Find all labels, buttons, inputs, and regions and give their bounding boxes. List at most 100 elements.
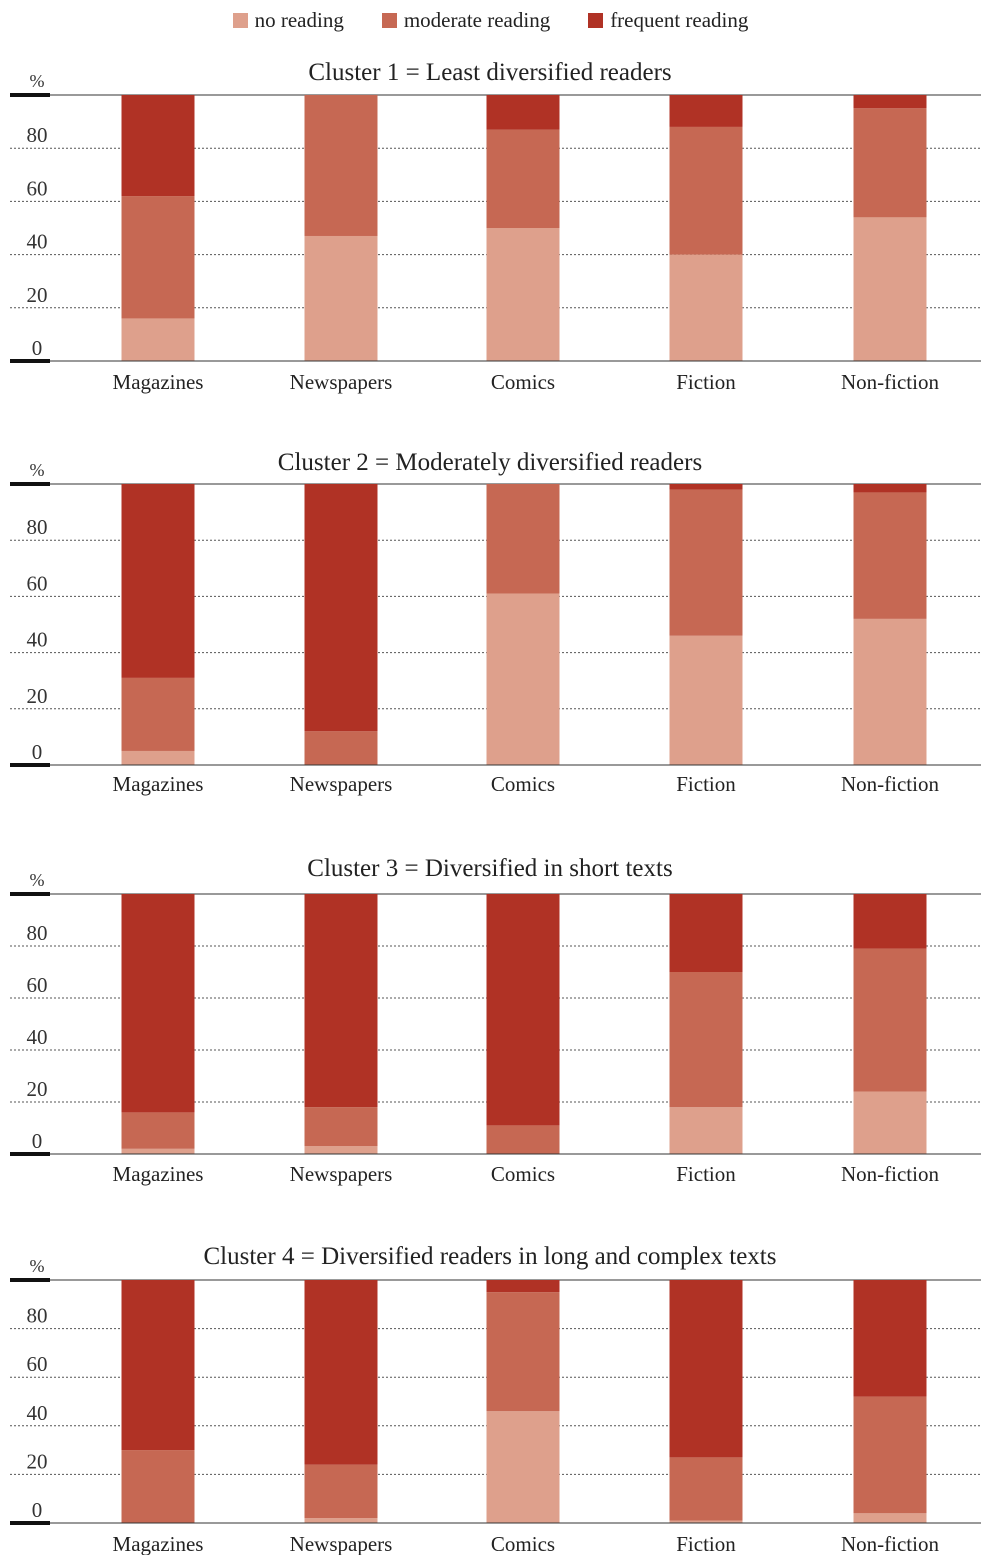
bar-fiction-no-reading-cluster-1 [669,254,743,361]
bar-comics-moderate-reading-cluster-4 [486,1292,560,1412]
x-tick-label-fiction-cluster-2: Fiction [676,772,736,796]
bar-magazines-frequent-reading-cluster-4 [121,1280,195,1451]
bar-newspapers-moderate-reading-cluster-1 [304,95,378,236]
bar-magazines-moderate-reading-cluster-1 [121,196,195,319]
x-tick-label-newspapers-cluster-3: Newspapers [290,1162,393,1186]
bar-newspapers-no-reading-cluster-4 [304,1518,378,1523]
x-tick-label-magazines-cluster-3: Magazines [113,1162,204,1186]
bar-magazines-frequent-reading-cluster-2 [121,484,195,678]
y-tick-label-20-cluster-1: 20 [27,283,48,307]
bar-non-fiction-frequent-reading-cluster-2 [853,484,927,493]
y-axis-unit-label-4: % [30,1256,45,1276]
x-tick-label-non-fiction-cluster-1: Non-fiction [841,370,939,394]
y-axis-unit-label-2: % [30,460,45,480]
bar-comics-no-reading-cluster-1 [486,228,560,361]
bar-fiction-moderate-reading-cluster-1 [669,126,743,255]
chart-title-cluster-4: Cluster 4 = Diversified readers in long … [204,1243,777,1270]
y-tick-label-60-cluster-1: 60 [27,176,48,200]
y-tick-label-0-cluster-2: 0 [32,740,43,764]
bar-non-fiction-no-reading-cluster-1 [853,217,927,361]
legend-item-no-reading: no reading [232,8,344,33]
bar-non-fiction-no-reading-cluster-4 [853,1513,927,1523]
bar-comics-no-reading-cluster-4 [486,1411,560,1523]
bar-magazines-moderate-reading-cluster-2 [121,677,195,751]
y-tick-label-60-cluster-3: 60 [27,973,48,997]
bar-non-fiction-frequent-reading-cluster-1 [853,95,927,109]
bar-fiction-no-reading-cluster-4 [669,1520,743,1523]
bar-non-fiction-moderate-reading-cluster-1 [853,108,927,218]
y-tick-label-80-cluster-1: 80 [27,123,48,147]
x-tick-label-comics-cluster-3: Comics [491,1162,555,1186]
legend-label-moderate-reading: moderate reading [403,8,551,32]
x-tick-label-comics-cluster-1: Comics [491,370,555,394]
y-tick-label-20-cluster-3: 20 [27,1077,48,1101]
bar-non-fiction-frequent-reading-cluster-4 [853,1280,927,1397]
bar-non-fiction-no-reading-cluster-3 [853,1091,927,1154]
legend-label-no-reading: no reading [254,8,344,32]
bar-magazines-no-reading-cluster-3 [121,1148,195,1154]
bar-non-fiction-moderate-reading-cluster-2 [853,492,927,619]
y-tick-label-40-cluster-2: 40 [27,628,48,652]
y-tick-label-60-cluster-4: 60 [27,1352,48,1376]
bar-non-fiction-no-reading-cluster-2 [853,618,927,765]
bar-magazines-frequent-reading-cluster-1 [121,95,195,197]
legend-swatch-moderate-reading [381,13,397,28]
bar-fiction-frequent-reading-cluster-3 [669,894,743,972]
y-tick-label-80-cluster-4: 80 [27,1304,48,1328]
bar-fiction-frequent-reading-cluster-2 [669,484,743,490]
y-axis-unit-label-1: % [30,71,45,91]
x-tick-label-fiction-cluster-4: Fiction [676,1532,736,1555]
bar-magazines-no-reading-cluster-2 [121,750,195,765]
bar-newspapers-moderate-reading-cluster-4 [304,1464,378,1519]
bar-fiction-frequent-reading-cluster-4 [669,1280,743,1458]
bar-fiction-no-reading-cluster-3 [669,1107,743,1154]
legend-swatch-no-reading [232,13,248,28]
y-tick-label-40-cluster-3: 40 [27,1025,48,1049]
bar-magazines-moderate-reading-cluster-3 [121,1112,195,1149]
bar-fiction-moderate-reading-cluster-3 [669,972,743,1108]
y-tick-label-0-cluster-1: 0 [32,336,43,360]
legend-item-frequent-reading: frequent reading [588,8,748,33]
bar-newspapers-frequent-reading-cluster-2 [304,484,378,732]
x-tick-label-newspapers-cluster-4: Newspapers [290,1532,393,1555]
bar-comics-frequent-reading-cluster-1 [486,95,560,130]
bar-comics-moderate-reading-cluster-1 [486,129,560,228]
bar-comics-frequent-reading-cluster-4 [486,1280,560,1293]
bar-magazines-no-reading-cluster-1 [121,318,195,361]
x-tick-label-non-fiction-cluster-2: Non-fiction [841,772,939,796]
y-tick-label-20-cluster-2: 20 [27,684,48,708]
x-tick-label-comics-cluster-2: Comics [491,772,555,796]
y-tick-label-80-cluster-3: 80 [27,921,48,945]
y-tick-label-0-cluster-4: 0 [32,1498,43,1522]
x-tick-label-non-fiction-cluster-4: Non-fiction [841,1532,939,1555]
y-tick-label-20-cluster-4: 20 [27,1449,48,1473]
bar-newspapers-frequent-reading-cluster-4 [304,1280,378,1465]
x-tick-label-fiction-cluster-3: Fiction [676,1162,736,1186]
y-tick-label-80-cluster-2: 80 [27,515,48,539]
legend-swatch-frequent-reading [588,13,604,28]
bar-magazines-moderate-reading-cluster-4 [121,1450,195,1523]
x-tick-label-non-fiction-cluster-3: Non-fiction [841,1162,939,1186]
bar-fiction-frequent-reading-cluster-1 [669,95,743,127]
x-tick-label-newspapers-cluster-1: Newspapers [290,370,393,394]
bar-comics-frequent-reading-cluster-3 [486,894,560,1126]
x-tick-label-comics-cluster-4: Comics [491,1532,555,1555]
y-axis-unit-label-3: % [30,870,45,890]
x-tick-label-newspapers-cluster-2: Newspapers [290,772,393,796]
bar-newspapers-frequent-reading-cluster-3 [304,894,378,1108]
bar-non-fiction-moderate-reading-cluster-4 [853,1396,927,1514]
chart-title-cluster-2: Cluster 2 = Moderately diversified reade… [278,449,702,476]
y-tick-label-40-cluster-4: 40 [27,1401,48,1425]
x-tick-label-magazines-cluster-4: Magazines [113,1532,204,1555]
bar-newspapers-moderate-reading-cluster-3 [304,1107,378,1147]
bar-fiction-moderate-reading-cluster-2 [669,489,743,636]
bar-fiction-moderate-reading-cluster-4 [669,1457,743,1521]
chart-title-cluster-3: Cluster 3 = Diversified in short texts [307,855,672,882]
bar-comics-moderate-reading-cluster-3 [486,1125,560,1154]
legend-item-moderate-reading: moderate reading [381,8,551,33]
bar-newspapers-no-reading-cluster-3 [304,1146,378,1154]
x-tick-label-fiction-cluster-1: Fiction [676,370,736,394]
chart-title-cluster-1: Cluster 1 = Least diversified readers [308,59,671,86]
chart-legend: no reading moderate reading frequent rea… [0,8,981,33]
